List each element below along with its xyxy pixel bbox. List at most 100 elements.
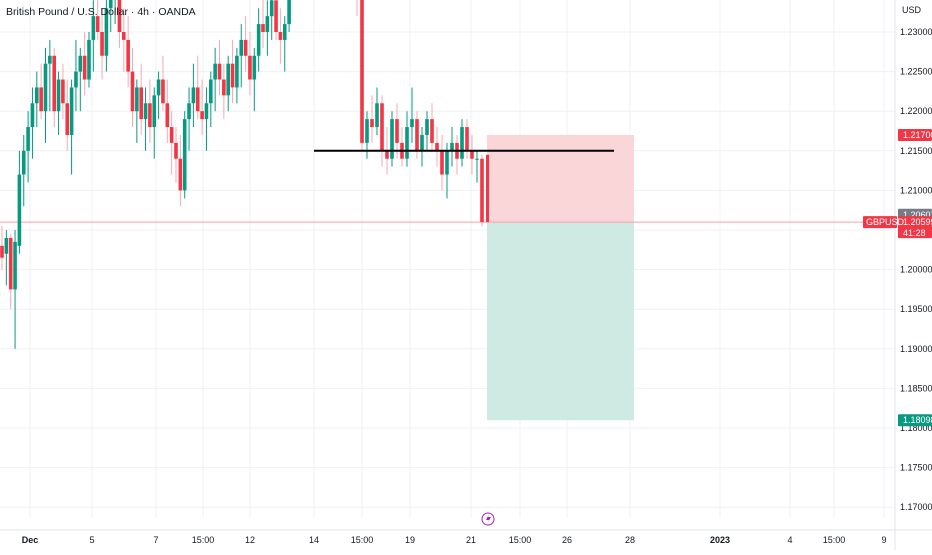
seg2-candle-22[interactable] — [460, 119, 464, 167]
seg1-candle-43[interactable] — [187, 87, 191, 151]
seg1-candle-52[interactable] — [226, 55, 230, 112]
seg1-candle-2[interactable] — [8, 233, 13, 310]
seg1-candle-13[interactable] — [56, 71, 61, 135]
seg2-candle-10[interactable] — [400, 127, 404, 167]
seg1-candle-61[interactable] — [265, 0, 270, 56]
seg1-candle-32[interactable] — [139, 63, 143, 135]
seg2-candle-19[interactable] — [445, 142, 449, 199]
seg1-candle-58[interactable] — [252, 47, 257, 112]
seg1-candle-8[interactable] — [35, 71, 39, 128]
seg2-candle-1[interactable] — [355, 0, 359, 17]
seg1-candle-19[interactable] — [82, 32, 87, 96]
seg1-candle-47[interactable] — [204, 87, 209, 151]
seg1-candle-body-34 — [148, 103, 152, 128]
seg1-candle-body-25 — [108, 0, 113, 9]
seg1-candle-21[interactable] — [91, 0, 96, 72]
seg2-candle-17[interactable] — [435, 127, 439, 167]
seg1-candle-10[interactable] — [43, 47, 48, 143]
seg1-candle-20[interactable] — [87, 32, 91, 88]
last-candle-body[interactable] — [486, 154, 489, 223]
seg1-candle-body-21 — [91, 16, 96, 40]
seg1-candle-33[interactable] — [143, 87, 148, 151]
seg1-candle-45[interactable] — [195, 55, 200, 120]
seg2-candle-2[interactable] — [360, 0, 364, 151]
seg1-candle-9[interactable] — [39, 63, 43, 120]
seg1-candle-54[interactable] — [235, 47, 239, 104]
seg2-candle-6[interactable] — [380, 95, 384, 167]
seg2-candle-25[interactable] — [475, 150, 479, 183]
seg2-candle-8[interactable] — [390, 111, 394, 167]
seg1-candle-14[interactable] — [61, 63, 65, 120]
seg1-candle-16[interactable] — [69, 79, 74, 175]
seg2-candle-11[interactable] — [405, 111, 409, 167]
seg1-candle-31[interactable] — [135, 79, 139, 143]
seg1-candle-22[interactable] — [95, 0, 100, 40]
seg1-candle-53[interactable] — [230, 39, 235, 104]
seg1-candle-26[interactable] — [113, 0, 117, 25]
seg1-candle-0[interactable] — [0, 226, 4, 270]
seg1-candle-57[interactable] — [248, 32, 252, 96]
seg1-candle-63[interactable] — [274, 0, 278, 40]
seg2-candle-23[interactable] — [465, 119, 469, 159]
title-separator-1: · — [127, 6, 138, 18]
seg2-candle-5[interactable] — [375, 87, 379, 135]
seg1-candle-28[interactable] — [122, 8, 126, 72]
seg2-candle-15[interactable] — [425, 111, 429, 151]
seg1-candle-35[interactable] — [152, 87, 157, 159]
seg1-candle-12[interactable] — [52, 47, 56, 128]
stop-loss-zone[interactable] — [487, 134, 634, 223]
seg2-candle-4[interactable] — [370, 95, 374, 143]
seg2-candle-26[interactable] — [480, 154, 484, 227]
seg1-candle-36[interactable] — [156, 71, 161, 120]
seg1-candle-7[interactable] — [30, 87, 35, 159]
seg1-candle-29[interactable] — [126, 16, 130, 88]
seg1-candle-66[interactable] — [287, 0, 291, 32]
seg1-candle-17[interactable] — [74, 39, 78, 112]
seg1-candle-59[interactable] — [256, 8, 261, 72]
seg1-candle-64[interactable] — [278, 8, 283, 64]
seg1-candle-34[interactable] — [148, 79, 152, 143]
seg1-candle-6[interactable] — [26, 111, 30, 183]
seg1-candle-38[interactable] — [165, 79, 170, 143]
seg2-candle-20[interactable] — [450, 127, 454, 167]
seg1-candle-50[interactable] — [217, 39, 222, 96]
seg1-candle-39[interactable] — [169, 111, 174, 175]
seg1-candle-56[interactable] — [243, 16, 248, 72]
seg1-candle-4[interactable] — [17, 150, 22, 254]
seg1-candle-30[interactable] — [130, 47, 135, 128]
seg2-candle-21[interactable] — [455, 134, 459, 175]
seg1-candle-41[interactable] — [178, 134, 183, 207]
seg1-candle-44[interactable] — [191, 63, 196, 128]
seg2-candle-9[interactable] — [395, 103, 399, 159]
seg1-candle-3[interactable] — [13, 230, 17, 349]
seg1-candle-40[interactable] — [174, 127, 178, 183]
seg1-candle-27[interactable] — [117, 0, 122, 48]
seg1-candle-37[interactable] — [161, 55, 165, 112]
lightning-event-icon[interactable] — [481, 512, 495, 526]
seg2-candle-24[interactable] — [470, 134, 474, 175]
seg1-candle-46[interactable] — [200, 79, 204, 135]
seg1-candle-15[interactable] — [65, 79, 70, 151]
seg2-candle-14[interactable] — [420, 127, 424, 167]
seg2-candle-12[interactable] — [410, 87, 414, 143]
seg1-candle-23[interactable] — [100, 8, 104, 80]
seg1-candle-60[interactable] — [261, 0, 265, 48]
seg2-candle-18[interactable] — [440, 134, 444, 191]
seg1-candle-24[interactable] — [104, 0, 109, 72]
seg1-candle-55[interactable] — [239, 24, 244, 88]
seg1-candle-49[interactable] — [213, 47, 217, 112]
seg1-candle-62[interactable] — [269, 0, 274, 40]
seg1-candle-25[interactable] — [108, 0, 113, 32]
seg1-candle-51[interactable] — [222, 63, 226, 120]
seg1-candle-48[interactable] — [209, 71, 213, 128]
seg1-candle-1[interactable] — [4, 230, 9, 286]
seg1-candle-5[interactable] — [21, 134, 26, 207]
seg1-candle-42[interactable] — [182, 111, 187, 199]
take-profit-zone[interactable] — [487, 222, 634, 421]
seg1-candle-65[interactable] — [282, 16, 287, 72]
seg1-candle-11[interactable] — [48, 39, 52, 112]
seg2-candle-16[interactable] — [430, 103, 434, 151]
seg1-candle-18[interactable] — [78, 47, 83, 112]
